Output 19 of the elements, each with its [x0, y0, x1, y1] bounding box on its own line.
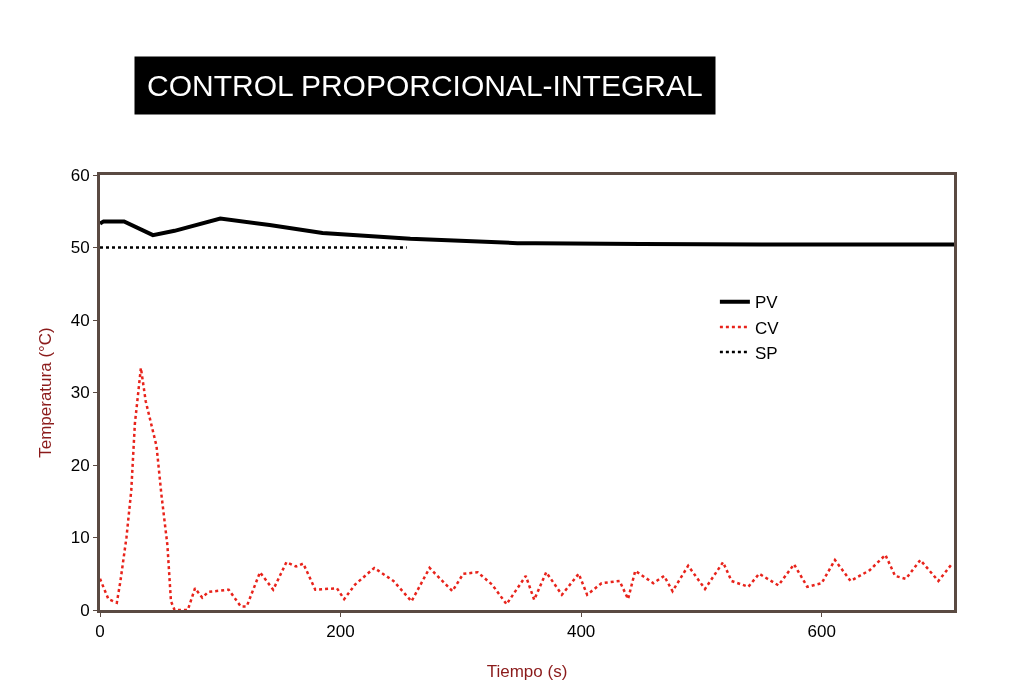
- y-tick-label: 20: [70, 455, 90, 475]
- y-tick-label: 30: [70, 383, 90, 403]
- y-tick-label: 50: [70, 238, 90, 258]
- line-series: [100, 216, 954, 247]
- x-tick-label: 0: [95, 622, 105, 642]
- x-tick-label: 200: [326, 622, 355, 642]
- y-axis-title: Temperatura (°C): [36, 327, 56, 458]
- y-tick-label: 10: [70, 528, 90, 548]
- legend-label: SP: [754, 343, 778, 363]
- x-axis-title: Tiempo (s): [486, 661, 568, 681]
- y-tick-label: 0: [80, 600, 90, 620]
- x-tick-label: 400: [566, 622, 596, 642]
- chart-title: CONTROL PROPORCIONAL-INTEGRAL: [147, 69, 703, 102]
- legend-label: PV: [754, 293, 779, 313]
- y-tick-label: 40: [70, 310, 90, 330]
- line-series: [100, 366, 953, 610]
- y-tick-label: 60: [70, 165, 90, 185]
- legend-label: CV: [754, 318, 780, 338]
- x-tick-label: 600: [807, 622, 836, 642]
